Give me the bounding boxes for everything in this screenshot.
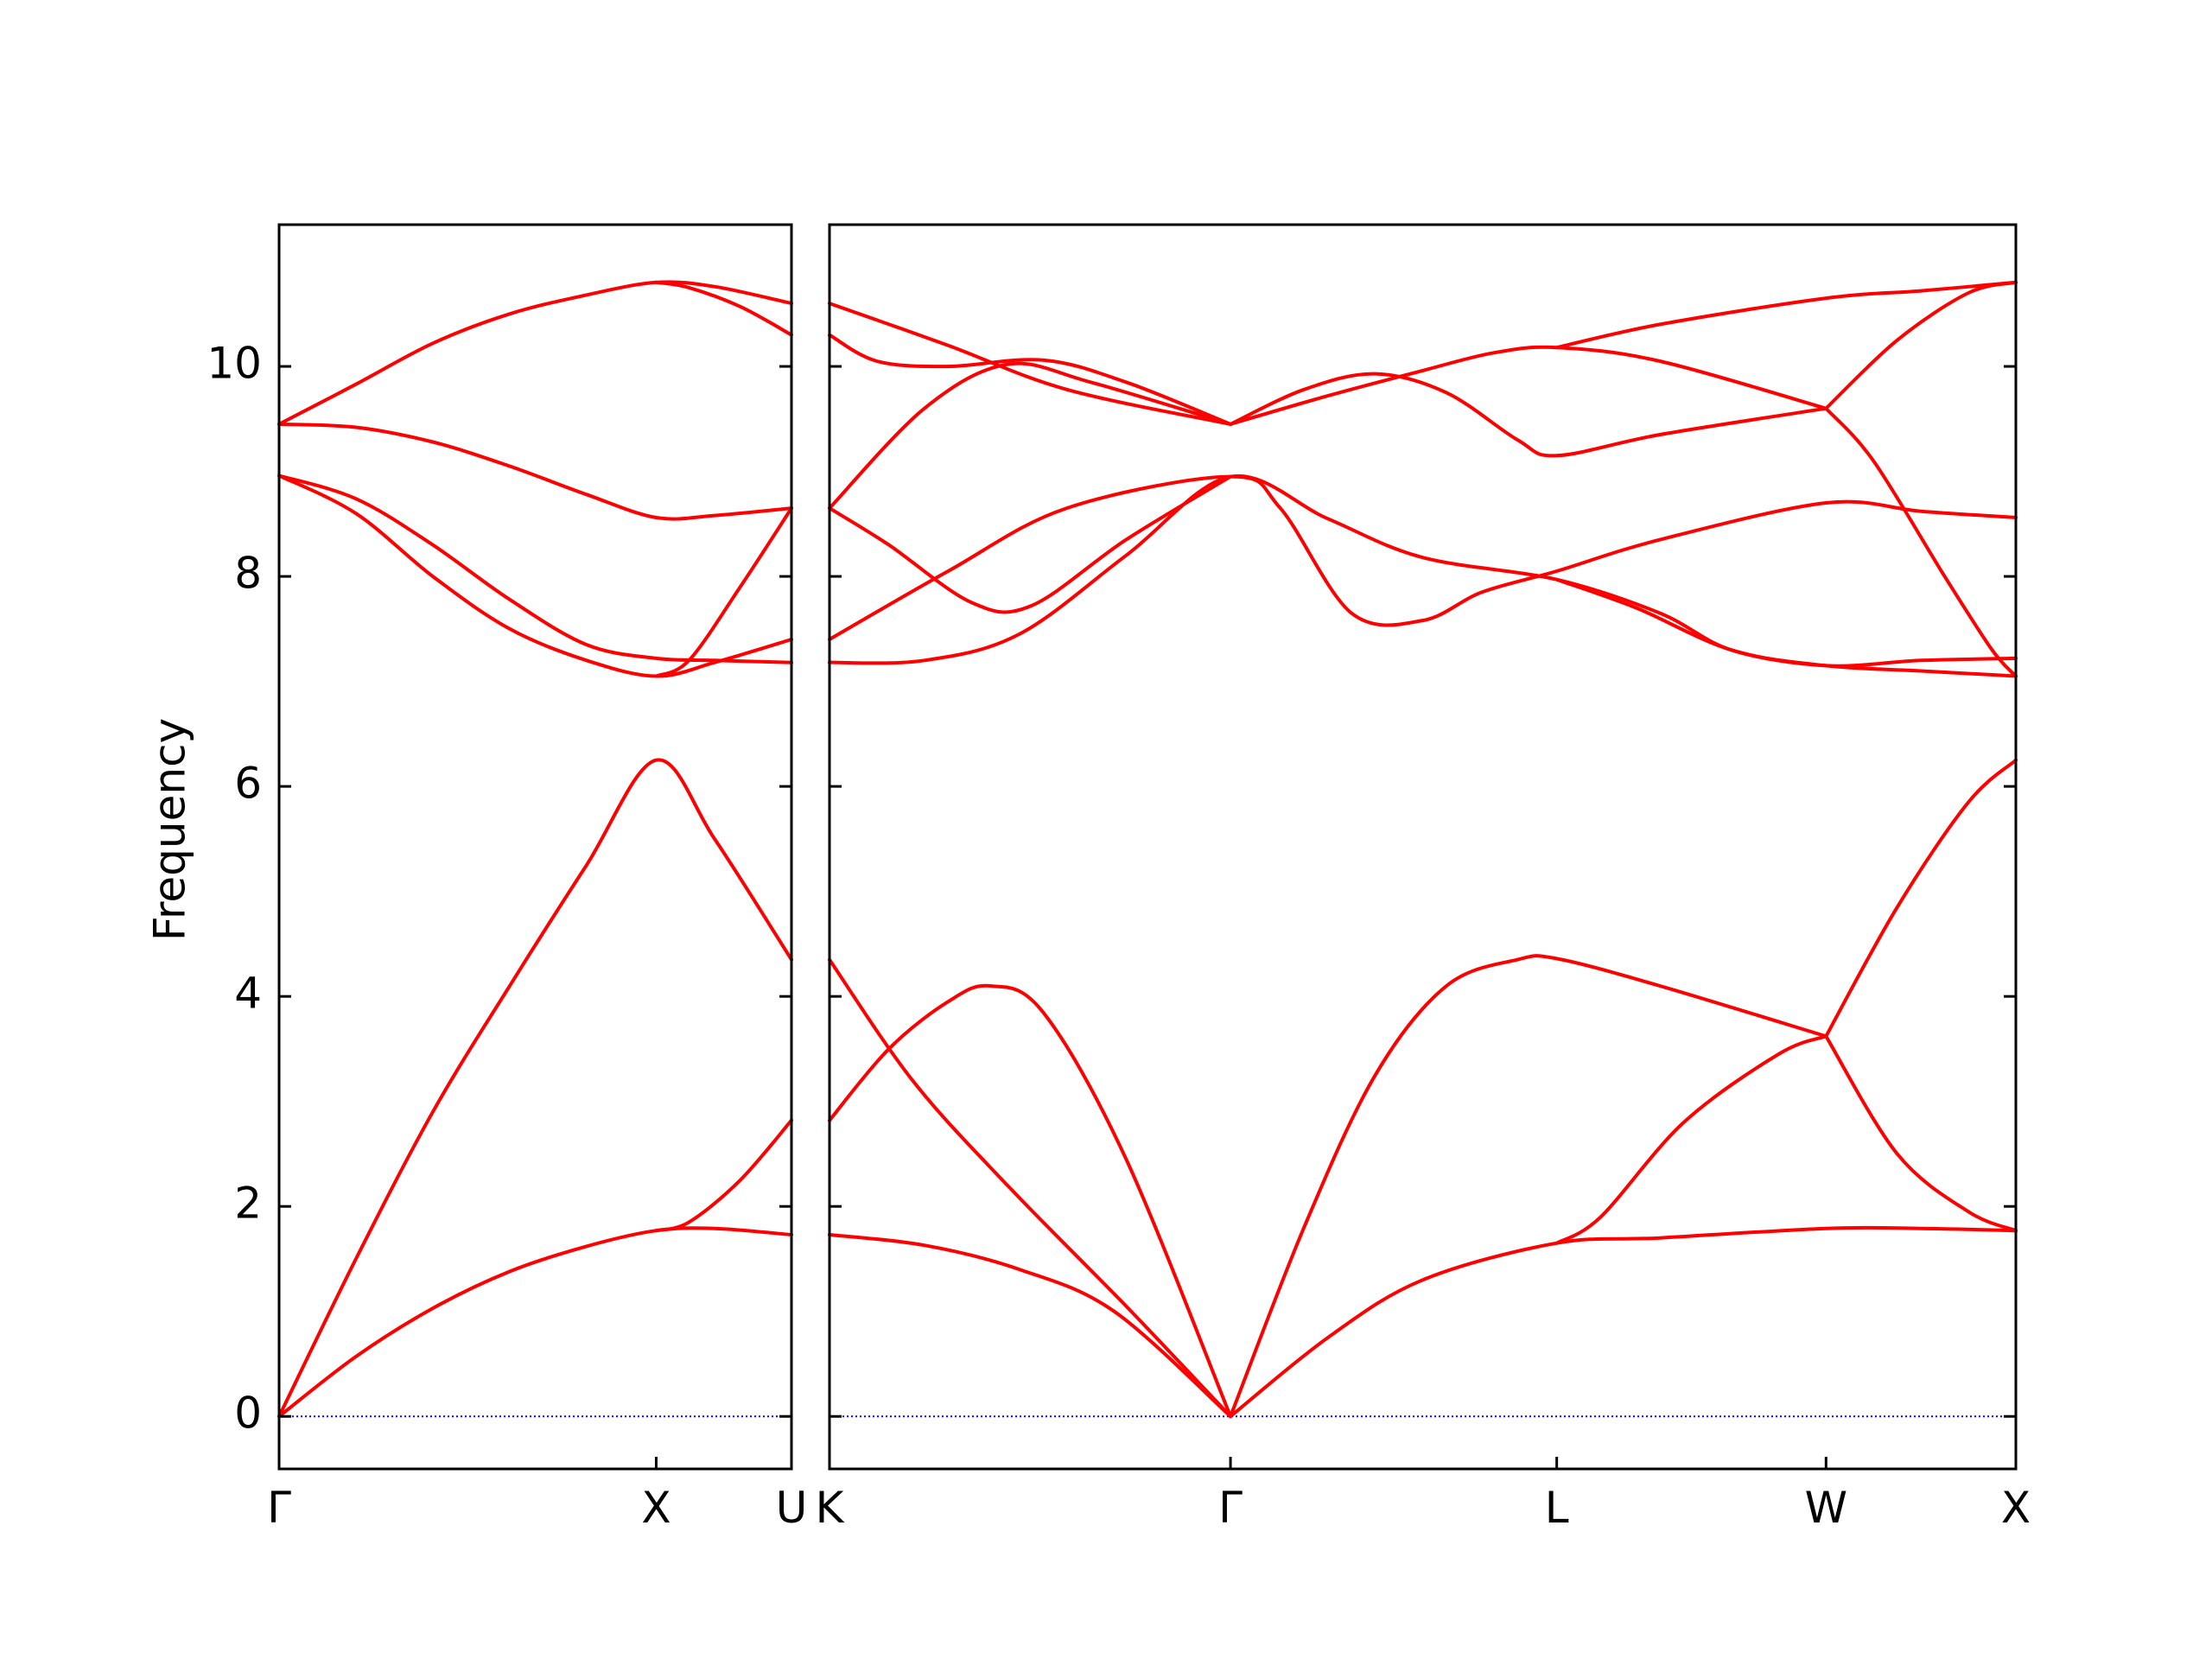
phonon-band-line [828, 361, 1233, 511]
y-axis-label: Frequency [145, 718, 195, 941]
y-tick-label: 2 [234, 1179, 262, 1229]
x-tick-label: L [1545, 1483, 1569, 1533]
phonon-band-line [1824, 280, 2018, 410]
phonon-band-line [1824, 406, 2018, 678]
phonon-band-line [277, 474, 793, 664]
plot-frame [277, 223, 793, 1471]
phonon-band-line [1229, 345, 1828, 426]
phonon-band-line [828, 302, 1233, 426]
phonon-band-line [828, 1233, 1233, 1419]
y-tick-label: 6 [234, 759, 262, 809]
x-tick-label: K [816, 1483, 845, 1533]
x-tick-label: W [1805, 1483, 1847, 1533]
phonon-band-line [828, 474, 2018, 668]
phonon-band-line [828, 474, 2018, 641]
x-tick-label: X [641, 1483, 671, 1533]
phonon-band-line [277, 422, 793, 521]
phonon-band-line [277, 1226, 793, 1419]
y-tick-label: 10 [207, 339, 262, 389]
x-tick-label: Γ [1218, 1483, 1243, 1533]
phonon-band-line [1554, 280, 2018, 350]
phonon-band-line [277, 758, 793, 1419]
x-tick-label: X [2001, 1483, 2031, 1533]
phonon-band-line [1229, 1225, 2018, 1419]
phonon-band-line [1229, 372, 1828, 458]
phonon-band-line [277, 474, 793, 678]
phonon-band-line [654, 280, 793, 337]
phonon-band-line [828, 983, 1233, 1419]
phonon-band-line [654, 506, 793, 678]
y-tick-label: 8 [234, 549, 262, 599]
phonon-band-line [828, 957, 1233, 1419]
phonon-band-line [828, 333, 1233, 426]
y-tick-label: 0 [234, 1389, 262, 1439]
phonon-band-line [1824, 758, 2018, 1039]
phonon-band-line [1554, 1034, 1828, 1245]
phonon-band-line [1229, 954, 1828, 1419]
phonon-band-line [1554, 577, 2018, 678]
x-tick-label: U [776, 1483, 808, 1533]
plot-frame [828, 223, 2018, 1471]
phonon-band-line [277, 280, 793, 426]
phonon-band-line [828, 474, 1233, 614]
panel-gamma-x-u: Γ X U 0 2 4 6 8 10 [207, 223, 808, 1533]
phonon-band-line [1824, 1034, 2018, 1233]
x-tick-label: Γ [267, 1483, 291, 1533]
phonon-band-line [654, 1118, 793, 1233]
y-tick-label: 4 [234, 969, 262, 1019]
